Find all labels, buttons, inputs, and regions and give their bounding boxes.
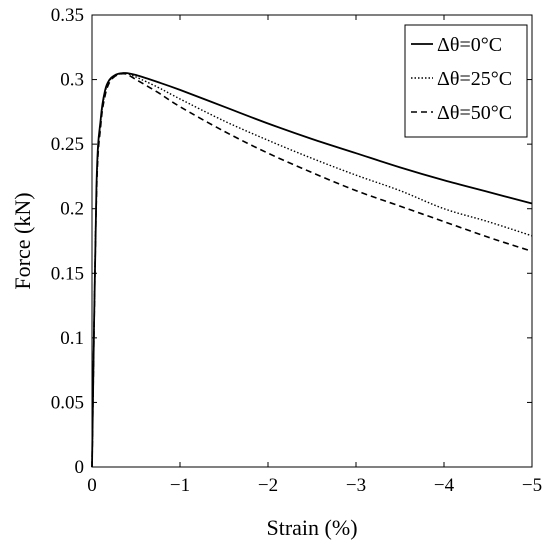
x-tick-label: −5	[522, 475, 542, 496]
plot-content	[91, 72, 533, 468]
y-tick-label: 0.3	[60, 70, 84, 91]
y-tick-label: 0	[75, 457, 85, 478]
legend-label-1: Δθ=0°C	[437, 34, 502, 56]
y-tick-label: 0.35	[51, 5, 84, 26]
x-axis-title: Strain (%)	[266, 515, 357, 540]
y-tick-label: 0.2	[60, 199, 84, 220]
y-tick-label: 0.15	[51, 263, 84, 284]
y-tick-label: 0.05	[51, 392, 84, 413]
x-tick-label: −1	[170, 475, 190, 496]
legend-label-3: Δθ=50°C	[437, 102, 512, 124]
x-tick-label: −4	[434, 475, 455, 496]
x-tick-label: 0	[87, 475, 97, 496]
y-axis-title: Force (kN)	[10, 192, 35, 289]
x-tick-label: −2	[258, 475, 278, 496]
series-line-3	[91, 72, 533, 468]
legend-label-2: Δθ=25°C	[437, 68, 512, 90]
series-line-1	[91, 72, 533, 468]
x-tick-label: −3	[346, 475, 366, 496]
series-line-2	[91, 72, 533, 468]
y-tick-label: 0.25	[51, 134, 84, 155]
y-tick-label: 0.1	[60, 328, 84, 349]
x-axis-ticks: 0 −1 −2 −3 −4 −5	[87, 15, 542, 496]
plot-frame	[91, 14, 533, 468]
legend: Δθ=0°C Δθ=25°C Δθ=50°C	[404, 24, 528, 138]
